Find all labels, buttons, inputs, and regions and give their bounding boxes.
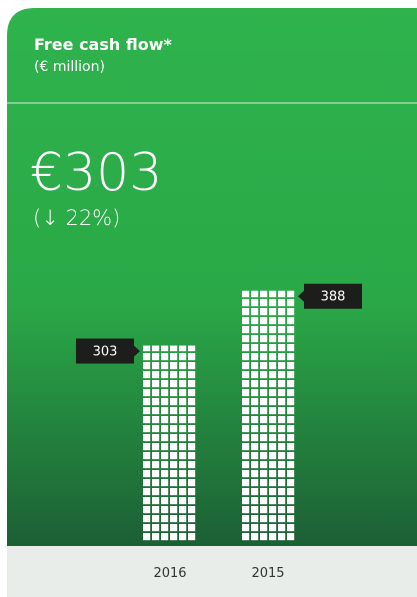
value-label-pointer — [134, 345, 140, 357]
value-label-box — [304, 283, 362, 309]
x-tick-label: 2016 — [153, 566, 186, 581]
bar — [143, 345, 197, 541]
x-tick-label: 2015 — [251, 566, 284, 581]
chart-subtitle: (€ million) — [34, 59, 105, 75]
card-gradient — [7, 8, 417, 546]
headline-change: (↓ 22%) — [33, 206, 120, 230]
value-label: 303 — [93, 345, 118, 360]
value-label-box — [76, 338, 134, 364]
value-label-pointer — [298, 290, 304, 302]
bar — [241, 290, 295, 541]
headline-value: €303 — [30, 143, 162, 203]
value-label: 388 — [321, 290, 346, 305]
chart-title: Free cash flow* — [34, 35, 172, 54]
